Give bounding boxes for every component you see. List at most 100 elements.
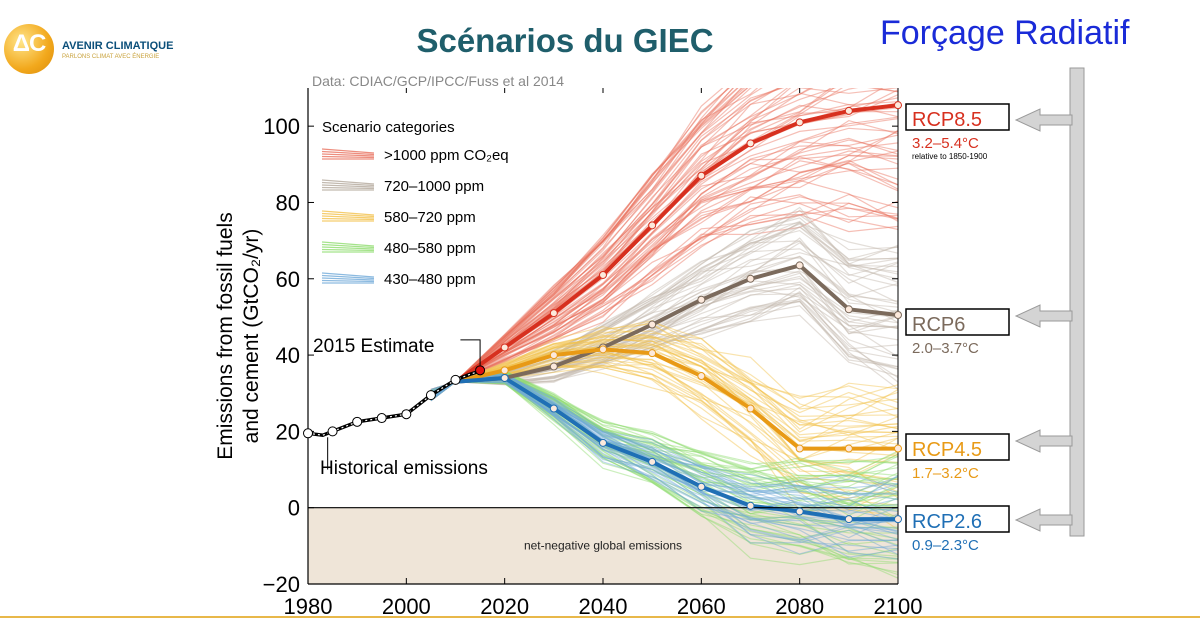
forcage-bracket [1014,67,1085,537]
scenario-trace-4 [430,381,898,560]
y-tick-label: −20 [263,572,300,597]
net-negative-label: net-negative global emissions [524,539,682,553]
scenario-trace-0 [430,88,832,391]
scenario-trace-4 [430,373,898,496]
scenario-trace-0 [430,139,898,393]
historical-point [352,416,363,427]
page-title: Scénarios du GIEC [416,22,714,59]
scenario-trace-1 [430,299,898,399]
historical-line-dots [307,370,481,436]
scenario-trace-3 [430,380,898,546]
scenario-trace-0 [430,129,898,391]
y-axis-label-line1: Emissions from fossil fuels [214,212,237,459]
estimate-label: 2015 Estimate [313,336,434,357]
scenario-trace-3 [430,373,898,510]
rcp-point-RCP8.5 [844,106,853,115]
scenario-trace-0 [430,213,898,399]
legend-label-2: 580–720 ppm [384,209,476,226]
rcp-point-RCP8.5 [500,343,509,352]
scenario-trace-0 [430,196,898,400]
scenario-trace-0 [430,88,785,394]
scenario-trace-2 [430,340,898,447]
rcp-point-RCP8.5 [549,309,558,318]
scenario-trace-0 [430,88,753,398]
legend-swatch-0 [321,155,375,159]
bracket-bar [1069,67,1085,537]
rcp-point-RCP6 [795,261,804,270]
scenario-trace-3 [430,374,898,510]
forcage-arrow-icon [1014,108,1073,132]
rcp-point-RCP6 [746,274,755,283]
rcp-box-RCP2.6 [905,505,1010,533]
scenario-trace-3 [430,381,898,573]
scenario-trace-1 [430,305,898,402]
scenario-trace-0 [430,162,898,400]
legend-swatch-0 [321,153,375,157]
scenario-trace-0 [430,193,898,394]
scenario-trace-1 [430,300,898,395]
scenario-trace-2 [430,335,898,418]
rcp-name-RCP4.5: RCP4.5 [912,439,982,461]
scenario-trace-0 [430,88,724,397]
scenario-trace-2 [430,352,898,481]
y-tick-label: 40 [276,343,300,368]
rcp-range-RCP6: 2.0–3.7°C [912,340,979,357]
scenario-trace-0 [430,88,729,394]
rcp-point-RCP4.5 [648,349,657,358]
rcp-point-RCP2.6 [697,482,706,491]
scenario-trace-0 [430,88,814,401]
rcp-point-RCP8.5 [894,101,902,110]
x-tick-label: 2040 [579,594,628,619]
scenario-trace-1 [430,293,898,391]
rcp-range-RCP8.5: 3.2–5.4°C [912,135,979,152]
forcage-arrow-icon [1014,304,1073,328]
scenario-trace-0 [430,150,898,399]
rcp-point-RCP4.5 [746,404,755,413]
rcp-point-RCP4.5 [844,444,853,453]
legend-swatch-0 [321,150,375,156]
y-axis-label: Emissions from fossil fuels and cement (G… [214,212,263,459]
y-tick-label: 20 [276,419,300,444]
scenario-trace-1 [430,286,898,396]
scenario-trace-3 [430,381,898,557]
scenario-trace-0 [430,88,730,393]
rcp-point-RCP2.6 [844,515,853,524]
logo-name: AVENIR CLIMATIQUE [62,40,174,52]
source-note: Data: CDIAC/GCP/IPCC/Fuss et al 2014 [312,73,564,89]
historical-point [425,390,436,401]
scenario-trace-0 [430,207,898,396]
scenario-bundles [430,88,898,579]
scenario-trace-0 [430,150,898,397]
scenario-trace-3 [430,381,898,560]
rcp-point-RCP2.6 [795,507,804,516]
rcp-range-RCP4.5: 1.7–3.2°C [912,465,979,482]
rcp-point-RCP2.6 [599,438,607,447]
logo-glyph: ΔC [12,30,47,57]
legend-swatch-4 [321,274,375,280]
scenario-trace-0 [430,88,746,393]
x-tick-label: 2000 [382,594,431,619]
scenario-trace-0 [430,88,763,396]
rcp-point-RCP4.5 [549,351,558,360]
scenario-trace-0 [430,134,898,392]
rcp-name-RCP8.5: RCP8.5 [912,109,982,131]
legend-label-0: >1000 ppm CO₂eq [384,147,509,164]
scenario-trace-0 [430,88,739,398]
legend-swatch-2 [321,210,375,216]
scenario-trace-2 [430,361,898,487]
rcp-point-RCP8.5 [599,270,607,279]
scenario-trace-0 [430,88,735,400]
scenario-trace-0 [430,88,812,391]
scenario-trace-0 [430,88,789,401]
scenario-trace-0 [430,202,898,399]
scenario-trace-3 [430,381,898,576]
scenario-trace-3 [430,381,898,561]
legend-title: Scenario categories [322,119,455,136]
rcp-line-RCP8.5 [454,103,898,384]
scenario-trace-4 [430,373,898,489]
scenario-trace-3 [430,381,898,563]
scenario-trace-3 [430,374,898,501]
rcp-point-RCP4.5 [599,345,607,354]
rcp-point-RCP2.6 [648,457,657,466]
rcp-point-RCP6 [894,311,902,320]
